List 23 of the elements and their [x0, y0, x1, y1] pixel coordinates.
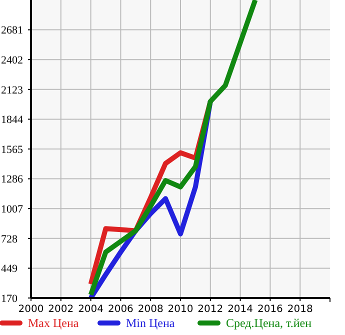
x-tick-label: 2002 [48, 304, 74, 315]
y-tick-label: 170 [1, 292, 18, 305]
legend-label: Min Цена [126, 316, 176, 330]
y-tick-label: 449 [1, 263, 18, 276]
x-tick-label: 2006 [108, 304, 134, 315]
y-tick-label: 1286 [1, 174, 24, 186]
x-tick-label: 2000 [18, 304, 44, 315]
legend-label: Сред.Цена, т.йен [226, 316, 312, 330]
x-tick-label: 2016 [257, 304, 283, 315]
x-tick-label: 2010 [168, 304, 194, 315]
y-tick-label: 1565 [1, 144, 24, 156]
x-tick-label: 2004 [78, 304, 104, 315]
y-tick-label: 2681 [1, 24, 23, 37]
y-tick-label: 2402 [1, 54, 23, 66]
legend-label: Max Цена [28, 316, 80, 330]
y-tick-label: 1007 [1, 203, 24, 216]
x-tick-label: 2018 [287, 304, 313, 315]
y-tick-label: 2123 [1, 84, 24, 96]
x-tick-label: 2008 [138, 304, 164, 315]
y-tick-label: 1844 [1, 114, 24, 126]
x-tick-label: 2014 [228, 304, 254, 315]
x-tick-label: 2012 [198, 304, 224, 315]
y-tick-label: 728 [1, 233, 18, 246]
